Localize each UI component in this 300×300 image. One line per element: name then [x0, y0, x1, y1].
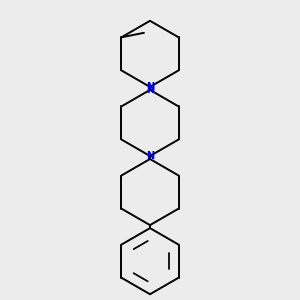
- Text: N: N: [146, 85, 154, 95]
- Text: N: N: [146, 82, 154, 92]
- Text: N: N: [146, 151, 154, 161]
